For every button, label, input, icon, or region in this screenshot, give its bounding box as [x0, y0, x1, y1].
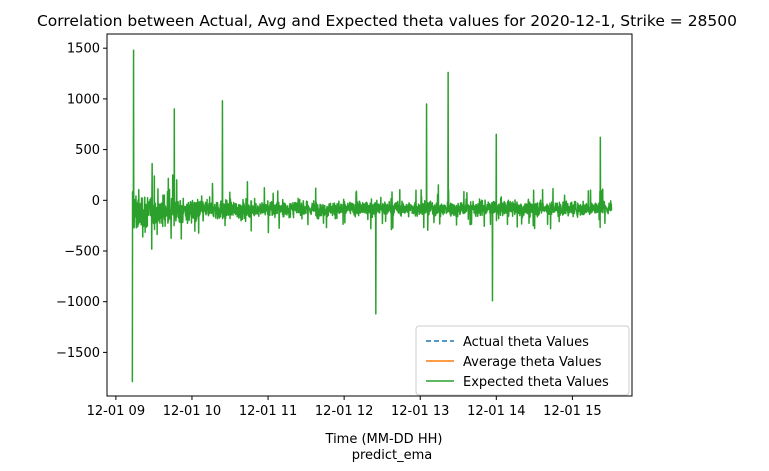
y-tick-label: −500	[64, 244, 100, 259]
x-tick-label: 12-01 12	[315, 404, 373, 419]
data-point-expected	[131, 381, 133, 383]
plot-frame	[106, 33, 633, 397]
x-axis: 12-01 09 12-01 10 12-01 11 12-01 12 12-01 13…	[87, 396, 602, 419]
x-axis-sublabel: predict_ema	[352, 448, 433, 463]
y-tick-label: −1000	[56, 295, 100, 310]
legend-label-actual: Actual theta Values	[463, 335, 589, 350]
data-point-expected	[495, 133, 497, 135]
legend-label-expected: Expected theta Values	[463, 375, 609, 390]
x-tick-label: 12-01 15	[543, 404, 601, 419]
y-tick-label: 500	[75, 143, 100, 158]
y-tick-label: −1500	[56, 346, 100, 361]
chart-title: Correlation between Actual, Avg and Expe…	[37, 12, 737, 30]
x-tick-label: 12-01 09	[87, 404, 145, 419]
x-tick-label: 12-01 13	[391, 404, 449, 419]
x-tick-label: 12-01 14	[467, 404, 525, 419]
x-tick-label: 12-01 10	[163, 404, 221, 419]
data-point-expected	[173, 108, 175, 110]
y-axis: −1500 −1000 −500 0 500 1000 1500	[56, 42, 107, 361]
data-point-expected	[221, 100, 223, 102]
y-tick-label: 0	[92, 194, 100, 209]
legend: Actual theta Values Average theta Values…	[415, 325, 630, 396]
data-point-expected	[447, 71, 449, 74]
legend-label-average: Average theta Values	[463, 355, 602, 370]
series-line-expected	[131, 49, 613, 382]
legend-box	[415, 325, 630, 396]
x-tick-label: 12-01 11	[239, 404, 297, 419]
data-point-expected	[491, 300, 494, 302]
y-tick-label: 1500	[67, 42, 100, 57]
data-point-expected	[599, 136, 601, 139]
data-point-expected	[425, 103, 428, 105]
data-point-expected	[375, 313, 377, 315]
y-tick-label: 1000	[67, 92, 100, 107]
data-point-expected	[133, 49, 135, 51]
plot-lines	[131, 49, 613, 383]
x-axis-label: Time (MM-DD HH)	[325, 432, 443, 447]
